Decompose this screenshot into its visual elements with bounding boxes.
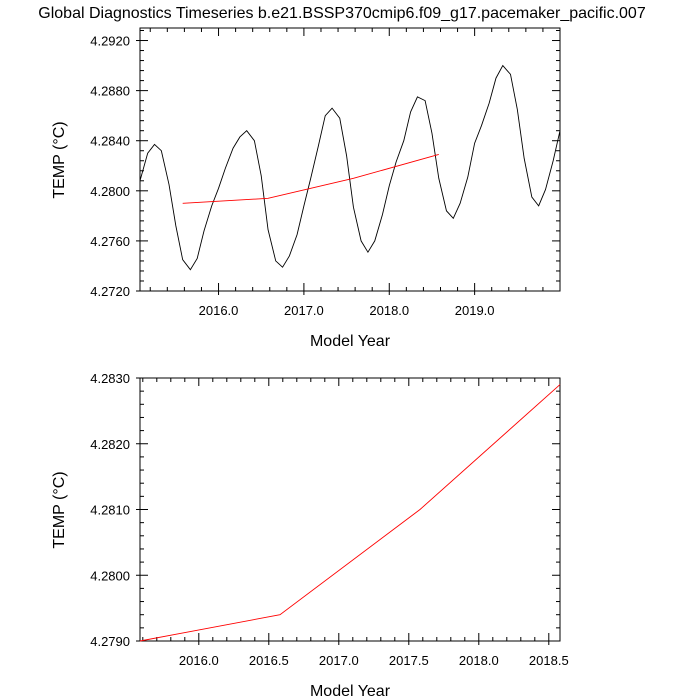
bottom-tick-labels: 2016.0 2016.5 2017.0 2017.5 2018.0 2018.5 4.27… (90, 371, 568, 668)
bottom-series (139, 384, 561, 642)
y-tick-label: 4.2880 (90, 84, 130, 99)
y-tick-label: 4.2830 (90, 371, 130, 386)
page-title: Global Diagnostics Timeseries b.e21.BSSP… (38, 5, 646, 22)
top-tick-labels: 2016.0 2017.0 2018.0 2019.0 4.2720 4.2760 4.28… (90, 34, 494, 318)
x-tick-label: 2017.0 (319, 653, 359, 668)
x-tick-label: 2017.0 (284, 303, 324, 318)
series-line-0 (139, 384, 561, 642)
x-tick-label: 2016.5 (249, 653, 289, 668)
y-tick-label: 4.2720 (90, 284, 130, 299)
bottom-axis-ticks (136, 377, 560, 645)
y-tick-label: 4.2920 (90, 34, 130, 49)
y-tick-label: 4.2800 (90, 568, 130, 583)
y-tick-label: 4.2810 (90, 503, 130, 518)
x-tick-label: 2016.0 (199, 303, 239, 318)
y-tick-label: 4.2840 (90, 134, 130, 149)
series-line-0 (139, 64, 561, 271)
bottom-y-axis-label: TEMP (°C) (51, 471, 68, 548)
y-tick-label: 4.2760 (90, 234, 130, 249)
bottom-chart: 2016.0 2016.5 2017.0 2017.5 2018.0 2018.5 4.27… (51, 371, 569, 700)
x-tick-label: 2018.5 (529, 653, 569, 668)
top-series (139, 64, 561, 271)
x-tick-label: 2017.5 (389, 653, 429, 668)
x-tick-label: 2019.0 (455, 303, 495, 318)
y-tick-label: 4.2800 (90, 184, 130, 199)
x-tick-label: 2016.0 (179, 653, 219, 668)
y-tick-label: 4.2820 (90, 437, 130, 452)
y-tick-label: 4.2790 (90, 634, 130, 649)
top-axis-ticks (136, 28, 561, 295)
top-plot-frame (139, 27, 561, 292)
x-tick-label: 2018.0 (369, 303, 409, 318)
top-chart: 2016.0 2017.0 2018.0 2019.0 4.2720 4.2760 4.28… (51, 27, 561, 350)
bottom-x-axis-label: Model Year (310, 683, 391, 700)
top-y-axis-label: TEMP (°C) (51, 121, 68, 198)
x-tick-label: 2018.0 (459, 653, 499, 668)
bottom-plot-frame (139, 377, 561, 642)
top-x-axis-label: Model Year (310, 333, 391, 350)
series-line-1 (182, 154, 439, 204)
